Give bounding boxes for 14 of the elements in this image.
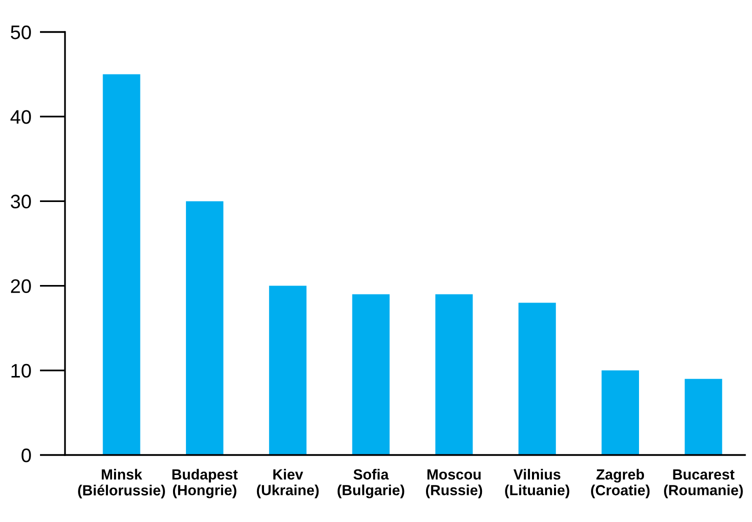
x-tick-label: Kiev (Ukraine) [256, 468, 319, 498]
x-tick-label: Moscou (Russie) [426, 469, 482, 498]
x-tick-label: Vilnius (Lituanie) [505, 468, 570, 498]
y-tick-label: 40 [10, 110, 31, 124]
y-tick-label: 0 [22, 448, 31, 462]
y-tick-label: 20 [11, 279, 31, 294]
x-tick-label: Budapest (Hongrie) [172, 468, 238, 498]
y-tick-label: 30 [10, 194, 31, 208]
x-tick-label: Sofia (Bulgarie) [338, 468, 404, 498]
x-tick-label: Zagreb (Croatie) [591, 468, 650, 498]
x-tick-label: Minsk (Biélorussie) [78, 468, 165, 498]
x-tick-label: Bucarest (Roumanie) [664, 469, 743, 498]
y-tick-label: 50 [10, 25, 31, 40]
y-tick-label: 10 [12, 364, 31, 378]
